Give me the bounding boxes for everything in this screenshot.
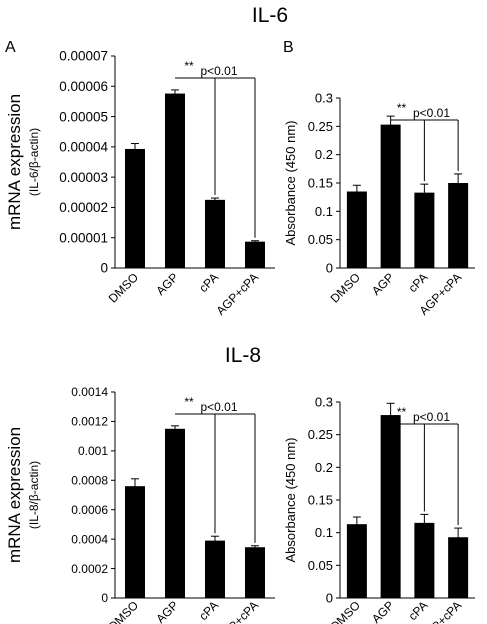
bar-agp: [380, 415, 401, 598]
significance-stars: **: [184, 395, 194, 409]
y-tick-label: 0.001: [78, 444, 108, 458]
x-category-label: cPA: [196, 270, 221, 295]
y-tick-label: 0.05: [308, 558, 333, 573]
y-tick-label: 0: [101, 591, 108, 605]
significance-p-value: p<0.01: [200, 64, 237, 78]
bar-cpa: [414, 192, 435, 268]
y-tick-label: 0: [100, 261, 108, 276]
y-tick-label: 0.00004: [59, 140, 108, 155]
x-category-label: cPA: [406, 270, 431, 295]
chart-il6-absorbance: 0 0.05 0.1 0.15 0.2 0.25 0.3 Absorbance (450 nm…: [283, 91, 475, 318]
bar-dmso: [346, 191, 367, 268]
x-category-label: AGP: [153, 270, 181, 298]
significance-stars: **: [397, 101, 407, 115]
bar-agp-cpa: [245, 547, 265, 598]
x-category-label: AGP: [369, 270, 397, 298]
bar-agp-cpa: [448, 537, 469, 598]
y-tick-label: 0.0014: [71, 385, 108, 399]
bar-cpa: [205, 540, 225, 598]
y-tick-label: 0.15: [308, 176, 333, 191]
y-tick-label: 0.00003: [59, 170, 108, 185]
significance-stars: **: [397, 405, 407, 419]
figure-title-il8: IL-8: [225, 344, 261, 367]
x-category-label: cPA: [406, 598, 431, 623]
y-tick-label: 0.00006: [59, 79, 108, 94]
y-tick-label: 0.00007: [59, 49, 108, 64]
x-category-label: DMSO: [106, 270, 141, 305]
bar-dmso: [125, 486, 145, 598]
y-tick-label: 0: [326, 261, 333, 276]
y-tick-label: 0.05: [308, 232, 333, 247]
significance-p-value: p<0.01: [413, 106, 450, 120]
bar-agp: [165, 93, 185, 268]
y-tick-label: 0.3: [315, 395, 333, 410]
y-tick-label: 0.1: [315, 204, 333, 219]
chart-il8-mrna: 0 0.0002 0.0004 0.0006 0.0008 0.001 0.0012 0.00…: [5, 385, 275, 624]
bar-cpa: [414, 522, 435, 598]
y-axis-label: mRNA expression: [5, 94, 24, 230]
y-tick-label: 0.1: [315, 525, 333, 540]
bar-dmso: [346, 524, 367, 598]
y-tick-label: 0.2: [315, 460, 333, 475]
y-axis-sublabel: (IL-8/β-actin): [27, 461, 41, 529]
y-tick-label: 0.00001: [59, 230, 108, 245]
x-category-label: AGP+cPA: [213, 598, 261, 624]
y-axis-sublabel: (IL-6/β-actin): [27, 128, 41, 196]
y-tick-label: 0.2: [315, 147, 333, 162]
significance-p-value: p<0.01: [413, 410, 450, 424]
y-tick-label: 0.0002: [71, 562, 108, 576]
bar-agp-cpa: [245, 241, 265, 268]
x-category-label: AGP: [153, 598, 181, 624]
bar-agp: [165, 428, 185, 598]
y-tick-label: 0.0012: [71, 415, 108, 429]
y-tick-label: 0.25: [308, 427, 333, 442]
y-tick-label: 0.0006: [71, 503, 108, 517]
y-axis-label: Absorbance (450 nm): [283, 437, 298, 562]
chart-il6-mrna: 0 0.00001 0.00002 0.00003 0.00004 0.00005 0.00…: [5, 49, 275, 318]
y-tick-label: 0.3: [315, 91, 333, 106]
y-tick-label: 0: [326, 591, 333, 606]
y-tick-label: 0.15: [308, 493, 333, 508]
significance-p-value: p<0.01: [200, 400, 237, 414]
bar-cpa: [205, 199, 225, 268]
significance-stars: **: [184, 59, 194, 73]
y-axis-label: mRNA expression: [5, 427, 24, 563]
chart-il8-absorbance: 0 0.05 0.1 0.15 0.2 0.25 0.3 Absorbance (450 nm…: [283, 395, 475, 624]
x-category-label: AGP+cPA: [213, 270, 261, 318]
panel-label-b: B: [283, 39, 294, 56]
y-tick-label: 0.0004: [71, 532, 108, 546]
x-category-label: AGP: [369, 598, 397, 624]
figure-title-il6: IL-6: [252, 4, 288, 27]
panel-label-a: A: [5, 39, 16, 56]
x-category-label: cPA: [196, 598, 221, 623]
y-axis-label: Absorbance (450 nm): [283, 120, 298, 245]
bar-dmso: [125, 148, 145, 268]
y-tick-label: 0.00005: [59, 109, 108, 124]
y-tick-label: 0.0008: [71, 473, 108, 487]
y-tick-label: 0.25: [308, 119, 333, 134]
y-tick-label: 0.00002: [59, 200, 108, 215]
bar-agp: [380, 124, 401, 268]
bar-agp-cpa: [448, 183, 469, 268]
x-category-label: DMSO: [106, 598, 141, 624]
